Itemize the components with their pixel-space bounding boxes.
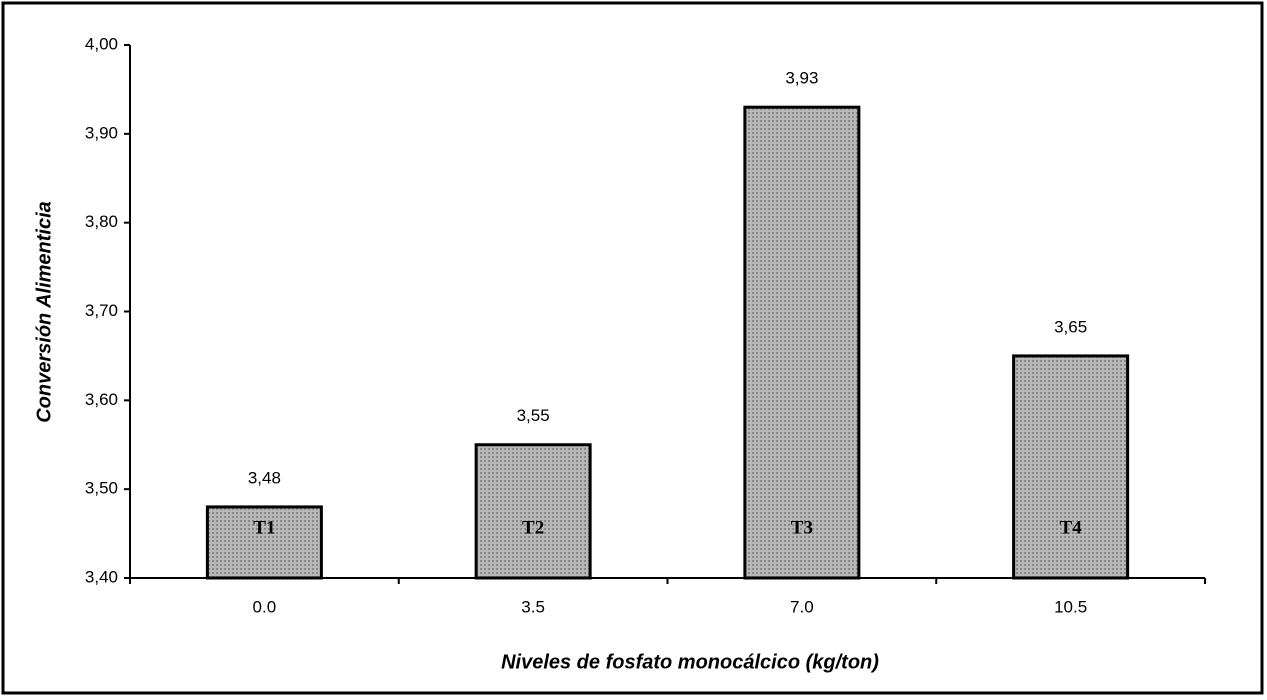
x-tick-label: 7.0: [790, 597, 814, 616]
value-label: 3,48: [248, 468, 281, 487]
y-tick-label: 3,40: [85, 567, 118, 586]
x-tick-label: 10.5: [1054, 597, 1087, 616]
value-label: 3,55: [517, 406, 550, 425]
bar: [743, 105, 861, 580]
bar-annotation: T3: [791, 518, 813, 539]
y-tick-label: 3,70: [85, 301, 118, 320]
x-tick-label: 3.5: [521, 597, 545, 616]
value-label: 3,93: [785, 69, 818, 88]
y-axis-title: Conversión Alimenticia: [33, 201, 55, 423]
y-tick-label: 3,80: [85, 212, 118, 231]
bar: [205, 505, 323, 580]
y-tick-label: 3,90: [85, 123, 118, 142]
bar-annotation: T4: [1060, 518, 1083, 539]
y-tick-label: 4,00: [85, 34, 118, 53]
value-label: 3,65: [1054, 317, 1087, 336]
bar: [1012, 354, 1130, 580]
bar: [474, 443, 592, 580]
bar-annotation: T1: [253, 518, 275, 539]
bar-annotation: T2: [522, 518, 544, 539]
y-tick-label: 3,50: [85, 479, 118, 498]
y-tick-label: 3,60: [85, 390, 118, 409]
x-axis-title: Niveles de fosfato monocálcico (kg/ton): [501, 651, 879, 673]
x-tick-label: 0.0: [253, 597, 277, 616]
